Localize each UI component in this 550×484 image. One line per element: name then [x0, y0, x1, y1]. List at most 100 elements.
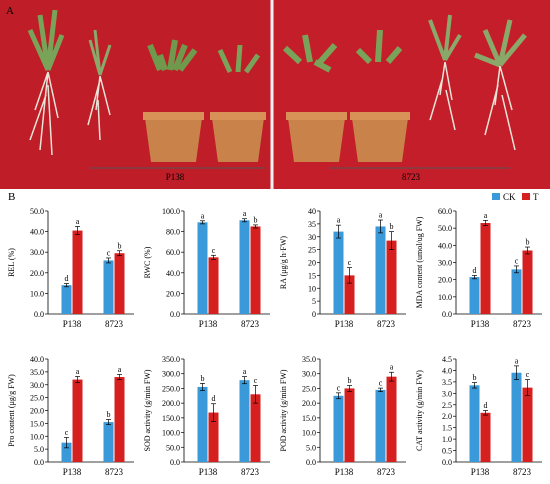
y-tick-label: 5 [312, 297, 316, 306]
y-tick-label: 10 [308, 284, 316, 293]
bar-ck [469, 385, 480, 462]
y-axis-label: POD activity (g/min FW) [279, 369, 288, 451]
y-tick-label: 100.0 [162, 207, 180, 216]
y-tick-label: 50.0 [166, 443, 180, 452]
y-tick-label: 35 [308, 220, 316, 229]
y-tick-label: 0.0 [34, 458, 44, 467]
x-tick-label: 8723 [241, 319, 260, 329]
chart-4: MDA content (umol/ug FW) 0.0 10.0 20.0 30.0 4… [415, 207, 542, 329]
significance-letter: c [65, 428, 69, 437]
chart-8: CAT activity (g/min FW) 0.0 0.5 1.0 1.5 2.0 2.… [415, 355, 542, 477]
y-tick-label: 25.0 [30, 394, 44, 403]
bar-t [208, 257, 219, 314]
y-tick-label: 80.0 [166, 228, 180, 237]
x-tick-label: P138 [471, 467, 490, 477]
bar-t [250, 394, 261, 462]
y-tick-label: 15 [308, 271, 316, 280]
significance-letter: d [212, 394, 216, 403]
y-tick-label: 35.0 [302, 355, 316, 364]
panel-a-label: A [6, 5, 14, 17]
x-tick-label: 8723 [105, 467, 124, 477]
y-tick-label: 250.0 [162, 384, 180, 393]
seedling-left-2 [87, 29, 112, 141]
significance-letter: a [379, 211, 383, 220]
y-tick-label: 25 [308, 246, 316, 255]
significance-letter: b [526, 238, 530, 247]
y-tick-label: 0.0 [34, 310, 44, 319]
y-tick-label: 3.0 [442, 389, 452, 398]
bar-ck [239, 380, 250, 462]
bar-ck [103, 260, 114, 314]
significance-letter: a [76, 367, 80, 376]
bar-t [72, 379, 83, 462]
significance-letter: a [118, 365, 122, 374]
significance-letter: c [337, 383, 341, 392]
bar-ck [239, 220, 250, 314]
y-tick-label: 0 [312, 310, 316, 319]
y-tick-label: 4.0 [442, 366, 452, 375]
chart-1: REL (%) 0.0 10.0 20.0 30.0 40.0 50.0 d a P138 cb 87… [7, 207, 134, 329]
bar-ck [61, 285, 72, 314]
y-tick-label: 350.0 [162, 355, 180, 364]
pot-p138-1 [143, 39, 204, 162]
y-tick-label: 20.0 [30, 407, 44, 416]
bar-ck [61, 442, 72, 462]
y-tick-label: 2.5 [442, 401, 452, 410]
bar-t [114, 253, 125, 314]
x-tick-label: 8723 [513, 467, 532, 477]
bar-charts-panel: B CK T REL (%)0.010.020.030.040.050.0daP… [7, 191, 542, 477]
x-tick-label: 8723 [105, 319, 124, 329]
y-tick-label: 3.5 [442, 378, 452, 387]
significance-letter: a [243, 367, 247, 376]
bar-t [344, 388, 355, 462]
bar-t [250, 226, 261, 314]
chart-legend: CK T [492, 192, 539, 202]
y-axis-label: RA (μg/g h·FW) [279, 236, 288, 290]
photo-label-p138: P138 [166, 172, 185, 182]
pot-8723-2 [350, 29, 410, 162]
bar-t [344, 275, 355, 314]
pot-8723-1 [282, 34, 347, 162]
y-tick-label: 10.0 [30, 432, 44, 441]
y-tick-label: 150.0 [162, 414, 180, 423]
significance-letter: a [390, 363, 394, 372]
legend-swatch-t [522, 193, 530, 200]
bar-ck [511, 269, 522, 314]
y-tick-label: 300.0 [162, 370, 180, 379]
panel-b-label: B [8, 191, 15, 203]
significance-letter: b [201, 374, 205, 383]
significance-letter: b [118, 241, 122, 250]
significance-letter: b [473, 373, 477, 382]
y-axis-label: REL (%) [7, 248, 16, 277]
y-tick-label: 0.5 [442, 447, 452, 456]
bar-t [480, 412, 491, 462]
y-axis-label: MDA content (umol/ug FW) [415, 216, 424, 308]
bar-ck [375, 226, 386, 314]
chart-6: SOD activity (g/min FW) 0.0 50.0 100.0 150.0… [143, 355, 270, 477]
y-tick-label: 40.0 [30, 355, 44, 364]
photo-label-8723: 8723 [402, 172, 421, 182]
y-tick-label: 40.0 [166, 269, 180, 278]
bar-ck [197, 222, 208, 314]
significance-letter: c [254, 376, 258, 385]
significance-letter: c [348, 258, 352, 267]
bar-t [522, 387, 533, 462]
y-tick-label: 30.0 [302, 370, 316, 379]
bar-t [480, 223, 491, 314]
seedling-right-1 [428, 14, 462, 131]
bar-ck [333, 395, 344, 462]
y-tick-label: 0.0 [170, 458, 180, 467]
bar-t [386, 376, 397, 462]
y-axis-label: Pro content (μg/g FW) [7, 374, 16, 447]
bar-t [386, 240, 397, 314]
x-tick-label: P138 [63, 467, 82, 477]
significance-letter: c [107, 248, 111, 257]
significance-letter: a [201, 211, 205, 220]
y-tick-label: 0.0 [306, 458, 316, 467]
bar-t [522, 250, 533, 314]
x-tick-label: P138 [335, 467, 354, 477]
y-tick-label: 20.0 [166, 289, 180, 298]
y-tick-label: 20.0 [438, 276, 452, 285]
bar-ck [197, 386, 208, 462]
y-tick-label: 0.0 [170, 310, 180, 319]
